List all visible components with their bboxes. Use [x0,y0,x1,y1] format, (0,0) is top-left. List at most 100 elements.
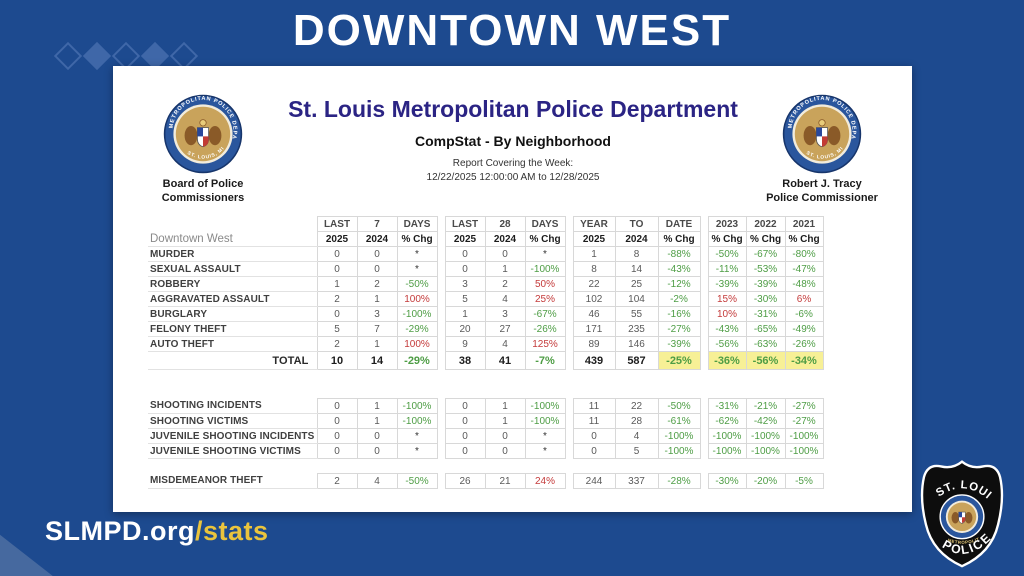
table-row: TOTAL 10 14 -29% 38 41 -7% 439 587 -25% -36% -56% -3… [148,351,824,370]
column-gap [437,429,445,444]
footer-link[interactable]: SLMPD.org/stats [45,516,269,547]
stat-cell: -20% [745,473,786,489]
row-label: ROBBERY [148,276,317,292]
column-gap [565,414,573,429]
sub-header-cell: 2025 [444,231,486,247]
stat-cell: * [396,428,438,444]
stat-cell: 0 [484,443,526,459]
column-gap [700,217,708,232]
stat-cell: 0 [572,428,616,444]
stat-cell: -100% [396,413,438,429]
stat-cell: 25% [524,291,566,307]
right-seal-caption: Robert J. Tracy Police Commissioner [752,178,892,206]
column-gap [565,217,573,232]
stat-cell: -16% [657,306,701,322]
stat-cell: 4 [484,336,526,352]
stat-cell: -47% [784,261,824,277]
column-gap [700,277,708,292]
stat-cell: -43% [657,261,701,277]
column-gap [437,307,445,322]
slmpd-seal-icon: METROPOLITAN POLICE DEPARTMENT ST. LOUIS… [782,94,862,174]
stat-cell: 0 [444,443,486,459]
stat-cell: 41 [484,351,526,370]
stat-cell: 337 [614,473,659,489]
stat-cell: -100% [524,261,566,277]
row-label: BURGLARY [148,306,317,322]
stat-cell: -50% [707,246,747,262]
stat-cell: 6% [784,291,824,307]
column-gap [700,232,708,247]
column-gap [437,337,445,352]
stat-cell: 0 [316,246,358,262]
stat-cell: -42% [745,413,786,429]
stat-cell: 2 [316,473,358,489]
stripe [0,441,117,576]
board-caption-text: Board of Police Commissioners [161,178,245,204]
column-gap [437,414,445,429]
stat-cell: 0 [444,246,486,262]
stat-cell: -34% [784,351,824,370]
stat-cell: -28% [657,473,701,489]
st-louis-police-badge-icon: ST. LOUIS METROPOLITAN POLICE [914,456,1004,568]
stat-cell: 22 [572,276,616,292]
sub-header-cell: % Chg [745,231,786,247]
stat-cell: -5% [784,473,824,489]
stat-cell: -39% [745,276,786,292]
stat-cell: 9 [444,336,486,352]
stat-cell: 5 [614,443,659,459]
column-gap [700,337,708,352]
stat-cell: 8 [614,246,659,262]
stat-cell: 100% [396,336,438,352]
stat-cell: 1 [444,306,486,322]
stat-cell: -12% [657,276,701,292]
column-gap [565,292,573,307]
sub-header-cell: % Chg [657,231,701,247]
stat-cell: 46 [572,306,616,322]
column-gap [437,352,445,370]
stat-cell: 439 [572,351,616,370]
stat-cell: 2 [316,291,358,307]
stat-cell: * [524,428,566,444]
table-row: SHOOTING INCIDENTS 0 1 -100% 0 1 -100% 11 22 -50%… [148,398,824,414]
stat-cell: -88% [657,246,701,262]
stat-cell: -50% [396,276,438,292]
table-row: JUVENILE SHOOTING INCIDENTS 0 0 * 0 0 * 0 4 -100%… [148,428,824,444]
group-header-cell: LAST [444,216,486,232]
stat-cell: 0 [444,261,486,277]
stat-cell: 26 [444,473,486,489]
column-gap [565,429,573,444]
table-row: MURDER 0 0 * 0 0 * 1 8 -88% -50% -67% -80% [148,246,824,262]
column-gap [565,352,573,370]
table-row: JUVENILE SHOOTING VICTIMS 0 0 * 0 0 * 0 5 -100% -1… [148,443,824,459]
table-row: SEXUAL ASSAULT 0 0 * 0 1 -100% 8 14 -43% -11% -53% -… [148,261,824,277]
column-gap [565,322,573,337]
row-label: JUVENILE SHOOTING INCIDENTS [148,428,317,444]
row-label: MISDEMEANOR THEFT [148,473,317,489]
column-gap [437,399,445,414]
stat-cell: -49% [784,321,824,337]
sub-header-cell: % Chg [784,231,824,247]
stat-cell: 0 [356,428,398,444]
page-title: DOWNTOWN WEST [292,6,732,55]
stat-cell: 0 [356,443,398,459]
table-row: MISDEMEANOR THEFT 2 4 -50% 26 21 24% 244 337 -28%… [148,473,824,489]
stat-cell: -100% [396,306,438,322]
stat-cell: 89 [572,336,616,352]
column-gap [565,232,573,247]
stat-cell: 27 [484,321,526,337]
stat-cell: 0 [572,443,616,459]
stat-cell: -39% [657,336,701,352]
stat-cell: 1 [356,413,398,429]
stat-cell: -26% [524,321,566,337]
stat-cell: 0 [484,246,526,262]
left-seal-caption: Board of Police Commissioners [133,178,273,206]
stat-cell: 1 [356,336,398,352]
group-header-cell: 2022 [745,216,786,232]
row-label: SHOOTING VICTIMS [148,413,317,429]
row-label: TOTAL [148,351,317,370]
stat-cell: -27% [657,321,701,337]
column-gap [437,262,445,277]
stat-cell: 28 [614,413,659,429]
stat-cell: 104 [614,291,659,307]
stat-cell: -43% [707,321,747,337]
